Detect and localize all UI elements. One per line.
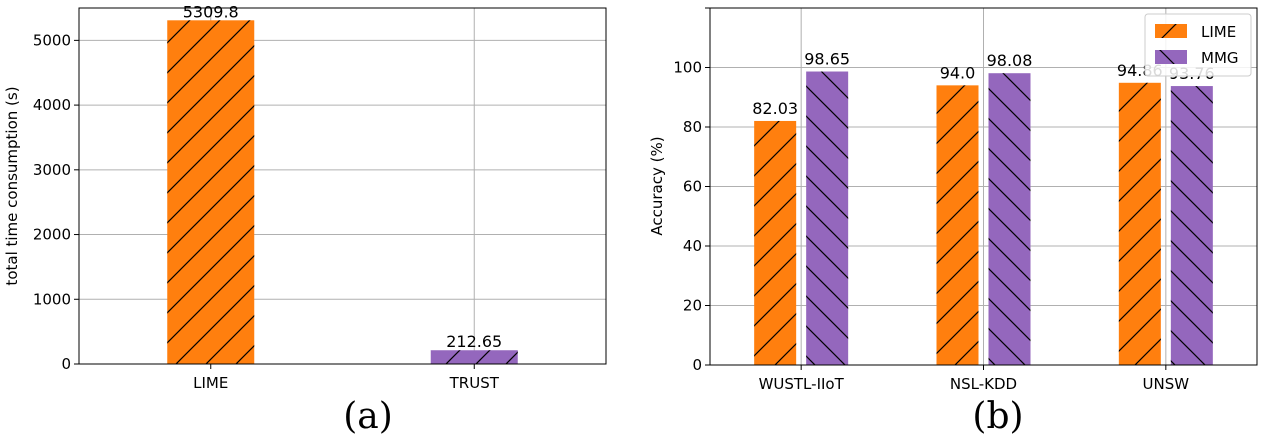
bar-hatch <box>1170 86 1213 366</box>
bar-hatch <box>430 350 518 364</box>
x-axis-ticks: LIME TRUST <box>193 364 500 392</box>
chart-panel-a: 0 1000 2000 3000 4000 5000 LIME TRUST 5309.8 21… <box>3 2 607 435</box>
bar-hatch <box>167 20 255 364</box>
y-tick-label: 60 <box>683 178 702 196</box>
legend-label: MMG <box>1201 49 1239 67</box>
bars <box>167 20 518 364</box>
bar-hatch <box>936 85 979 365</box>
panel-label-b: (b) <box>972 396 1023 435</box>
bar-hatch <box>988 73 1031 365</box>
data-label: 5309.8 <box>183 2 239 21</box>
y-axis-ticks: 0 20 40 60 80 100 <box>673 7 710 374</box>
x-tick-label: TRUST <box>449 374 500 392</box>
legend-label: LIME <box>1201 23 1236 41</box>
y-axis-label: total time consumption (s) <box>3 86 21 285</box>
y-tick-label: 20 <box>683 297 702 315</box>
bars <box>754 71 1213 366</box>
x-axis-ticks: WUSTL-IIoT NSL-KDD UNSW <box>759 365 1190 393</box>
y-axis-ticks: 0 1000 2000 3000 4000 5000 <box>33 31 79 373</box>
data-label: 94.0 <box>940 63 976 82</box>
y-tick-label: 80 <box>683 118 702 136</box>
chart-panel-b: 0 20 40 60 80 100 WUSTL-IIoT NSL-KDD UNSW 82.03… <box>648 7 1258 435</box>
x-tick-label: NSL-KDD <box>950 375 1017 393</box>
data-label: 98.65 <box>804 50 850 69</box>
plot-frame <box>78 7 607 365</box>
y-axis-label: Accuracy (%) <box>648 136 666 235</box>
gridlines <box>79 8 606 365</box>
legend-swatch-hatch <box>1155 50 1187 64</box>
y-tick-label: 3000 <box>33 161 71 179</box>
data-label: 98.08 <box>987 51 1033 70</box>
bar-hatch <box>754 120 797 365</box>
legend: LIME MMG <box>1144 13 1252 77</box>
y-tick-label: 5000 <box>33 31 71 49</box>
y-tick-label: 40 <box>683 237 702 255</box>
panel-label-a: (a) <box>343 396 393 435</box>
data-label: 212.65 <box>446 332 502 351</box>
y-tick-label: 4000 <box>33 96 71 114</box>
data-label: 82.03 <box>752 99 798 118</box>
bar-hatch <box>806 71 849 366</box>
x-tick-label: WUSTL-IIoT <box>759 375 845 393</box>
y-tick-label: 0 <box>692 356 702 374</box>
legend-swatch-hatch <box>1155 24 1187 38</box>
y-tick-label: 100 <box>673 59 702 77</box>
data-labels: 5309.8 212.65 <box>183 2 502 351</box>
x-tick-label: UNSW <box>1143 375 1190 393</box>
y-tick-label: 1000 <box>33 290 71 308</box>
bar-hatch <box>1118 82 1161 365</box>
x-tick-label: LIME <box>193 374 228 392</box>
y-tick-label: 2000 <box>33 226 71 244</box>
y-tick-label: 0 <box>61 355 71 373</box>
